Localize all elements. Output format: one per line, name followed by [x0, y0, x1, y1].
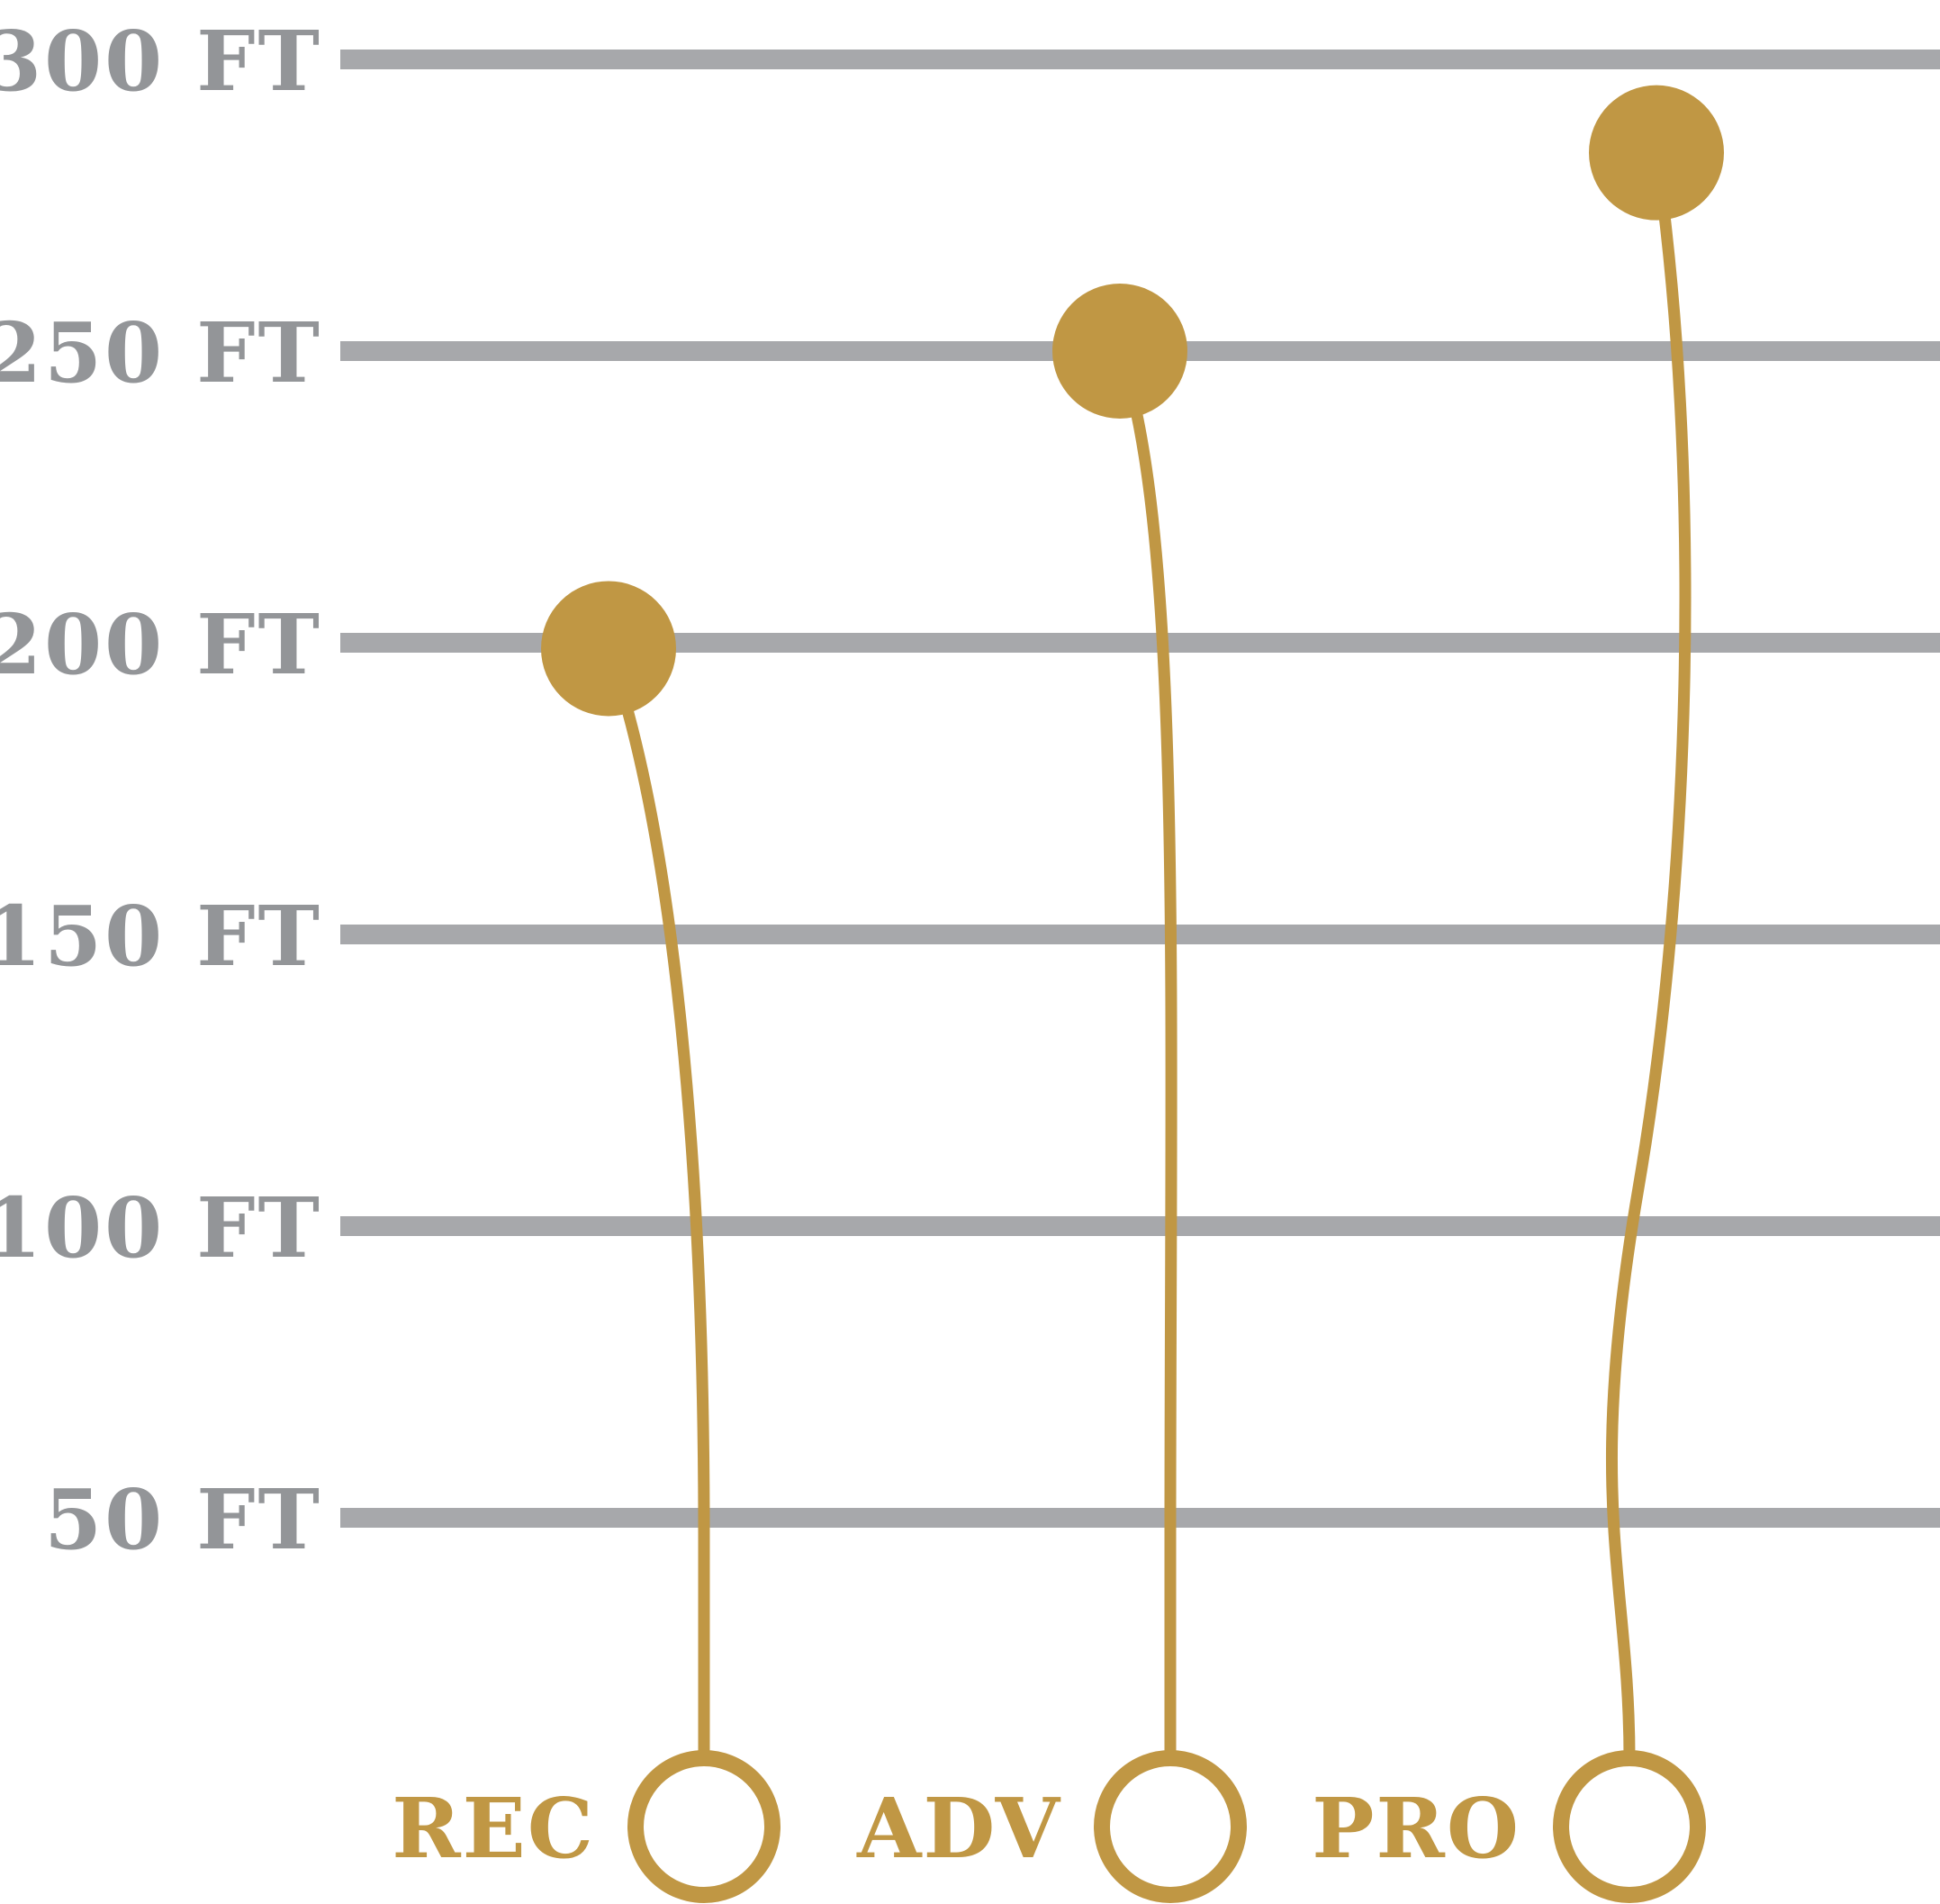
category-label-rec: REC: [392, 1780, 595, 1877]
stem-pro: [1605, 147, 1692, 1764]
y-axis-tick-labels: 50 FT 100 FT 150 FT 200 FT 250 FT 300 FT: [0, 13, 322, 1568]
y-tick-label: 250 FT: [0, 304, 322, 402]
origin-circle-pro: [1553, 1750, 1706, 1903]
y-tick-label: 50 FT: [44, 1471, 322, 1568]
value-dot-adv: [1052, 284, 1187, 419]
x-axis-category-labels: REC ADV PRO: [392, 1780, 1520, 1877]
stem-rec: [602, 642, 710, 1764]
value-dot-pro: [1589, 85, 1724, 221]
y-tick-label: 150 FT: [0, 888, 322, 985]
category-label-adv: ADV: [856, 1780, 1061, 1877]
origin-circle-adv: [1094, 1750, 1247, 1903]
value-dot-rec: [541, 581, 676, 717]
stem-adv: [1114, 345, 1178, 1764]
y-tick-label: 200 FT: [0, 596, 322, 693]
distance-series: [541, 85, 1724, 1903]
y-tick-label: 300 FT: [0, 13, 322, 110]
category-label-pro: PRO: [1312, 1780, 1520, 1877]
origin-circle-rec: [627, 1750, 781, 1903]
gridlines: [340, 50, 1940, 1528]
y-tick-label: 100 FT: [0, 1179, 322, 1277]
